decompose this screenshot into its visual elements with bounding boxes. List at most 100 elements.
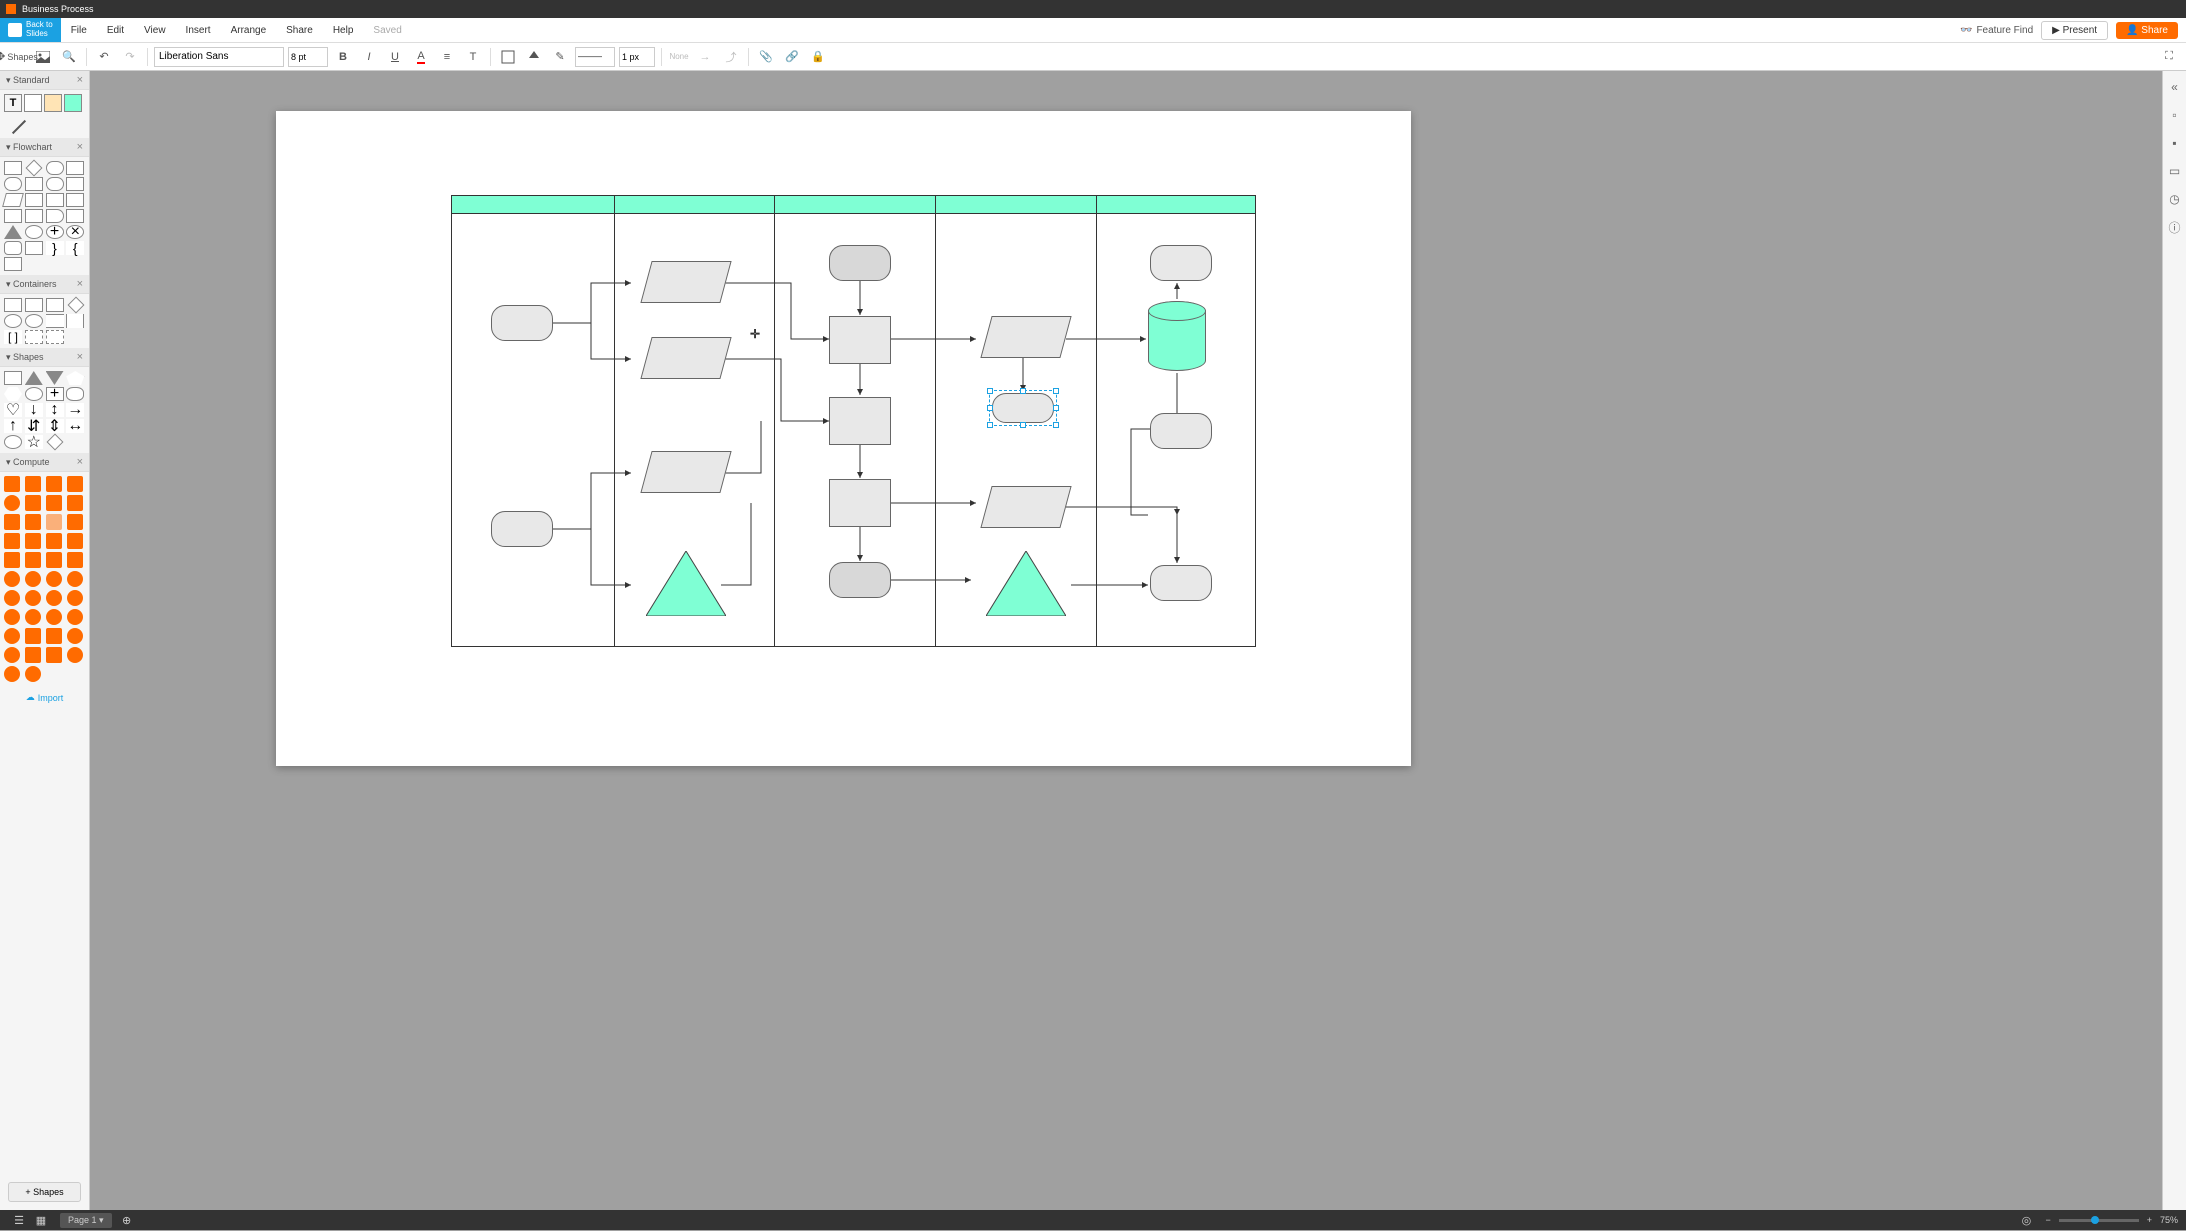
flowchart-node[interactable] — [980, 316, 1071, 358]
shape-item[interactable] — [25, 371, 43, 385]
attachment-button[interactable]: 📎 — [755, 46, 777, 68]
shape-item[interactable] — [25, 552, 41, 568]
text-tool[interactable]: T — [4, 94, 22, 112]
share-button[interactable]: 👤 Share — [2116, 22, 2178, 39]
panel-icon[interactable]: ▪ — [2167, 135, 2183, 151]
shape-item[interactable] — [25, 225, 43, 239]
shape-item[interactable] — [46, 177, 64, 191]
flowchart-node[interactable] — [829, 316, 891, 364]
add-page-button[interactable]: ⊕ — [116, 1209, 138, 1231]
collapse-icon[interactable]: « — [2167, 79, 2183, 95]
shape-item[interactable] — [66, 209, 84, 223]
shape-item[interactable] — [4, 314, 22, 328]
present-button[interactable]: ▶ Present — [2041, 21, 2108, 40]
align-button[interactable]: ≡ — [436, 46, 458, 68]
undo-button[interactable]: ↶ — [93, 46, 115, 68]
shape-item[interactable] — [46, 533, 62, 549]
shape-item[interactable]: ↓ — [25, 403, 43, 417]
flowchart-node[interactable] — [986, 551, 1066, 616]
shape-item[interactable] — [25, 177, 43, 191]
history-icon[interactable]: ◷ — [2167, 191, 2183, 207]
flowchart-node[interactable] — [1150, 413, 1212, 449]
shape-item[interactable] — [67, 552, 83, 568]
shape-item[interactable] — [2, 193, 24, 207]
menu-arrange[interactable]: Arrange — [221, 25, 277, 36]
page-icon[interactable]: ▫ — [2167, 107, 2183, 123]
shape-item[interactable] — [46, 330, 64, 344]
shape-item[interactable]: ♡ — [4, 403, 22, 417]
flowchart-node[interactable] — [829, 245, 891, 281]
menu-edit[interactable]: Edit — [97, 25, 134, 36]
flowchart-node[interactable] — [829, 397, 891, 445]
shape-item[interactable] — [4, 609, 20, 625]
list-view-icon[interactable]: ☰ — [8, 1209, 30, 1231]
menu-insert[interactable]: Insert — [176, 25, 221, 36]
line-tool[interactable] — [12, 120, 26, 134]
shape-item[interactable] — [46, 314, 64, 328]
shape-item[interactable] — [4, 161, 22, 175]
shape-item[interactable] — [25, 387, 43, 401]
shape-item[interactable]: + — [46, 225, 64, 239]
close-icon[interactable]: × — [77, 141, 83, 153]
feature-find-button[interactable]: 👓 Feature Find — [1960, 25, 2033, 36]
font-size-select[interactable] — [288, 47, 328, 67]
shape-item[interactable]: ☆ — [25, 435, 43, 449]
back-to-slides-button[interactable]: Back to Slides — [0, 18, 61, 42]
shape-item[interactable]: ↑ — [4, 419, 22, 433]
shape-item[interactable] — [66, 193, 84, 207]
underline-button[interactable]: U — [384, 46, 406, 68]
shape-item[interactable] — [46, 476, 62, 492]
shape-item[interactable] — [4, 257, 22, 271]
shape-item[interactable]: } — [46, 241, 64, 255]
shape-item[interactable] — [46, 514, 62, 530]
shape-item[interactable] — [67, 533, 83, 549]
redo-button[interactable]: ↷ — [119, 46, 141, 68]
menu-share[interactable]: Share — [276, 25, 323, 36]
flowchart-node[interactable] — [1150, 565, 1212, 601]
shape-item[interactable] — [25, 628, 41, 644]
shape-item[interactable] — [4, 590, 20, 606]
shape-item[interactable] — [4, 298, 22, 312]
panel-header-flowchart[interactable]: ▾ Flowchart × — [0, 138, 89, 157]
shape-item[interactable] — [25, 609, 41, 625]
shape-item[interactable] — [67, 609, 83, 625]
shape-item[interactable]: { — [66, 241, 84, 255]
shape-item[interactable] — [67, 495, 83, 511]
note-tool[interactable] — [44, 94, 62, 112]
close-icon[interactable]: × — [77, 351, 83, 363]
shape-item[interactable] — [25, 314, 43, 328]
shape-item[interactable] — [4, 476, 20, 492]
font-select[interactable] — [154, 47, 284, 67]
flowchart-node[interactable] — [992, 393, 1054, 423]
shape-item[interactable] — [46, 495, 62, 511]
shape-item[interactable] — [4, 495, 20, 511]
shape-item[interactable] — [67, 297, 84, 314]
rect-tool[interactable] — [24, 94, 42, 112]
link-button[interactable]: 🔗 — [781, 46, 803, 68]
close-icon[interactable]: × — [77, 74, 83, 86]
shape-item[interactable] — [66, 387, 84, 401]
shape-item[interactable] — [4, 514, 20, 530]
shape-item[interactable] — [4, 225, 22, 239]
target-icon[interactable]: ◎ — [2015, 1209, 2037, 1231]
shape-item[interactable] — [25, 666, 41, 682]
shape-item[interactable] — [46, 371, 64, 385]
panel-header-compute[interactable]: ▾ Compute × — [0, 453, 89, 472]
menu-file[interactable]: File — [61, 25, 97, 36]
shape-item[interactable] — [46, 552, 62, 568]
shape-item[interactable]: ⇕ — [46, 419, 64, 433]
flowchart-node[interactable] — [640, 337, 731, 379]
shape-item[interactable] — [25, 193, 43, 207]
flowchart-node[interactable] — [980, 486, 1071, 528]
shape-item[interactable]: + — [46, 387, 64, 401]
flowchart-node[interactable] — [1148, 301, 1206, 371]
shape-item[interactable] — [46, 609, 62, 625]
arrow-start-select[interactable]: None — [668, 46, 690, 68]
shape-item[interactable] — [25, 495, 41, 511]
close-icon[interactable]: × — [77, 278, 83, 290]
search-icon[interactable]: 🔍 — [58, 46, 80, 68]
comments-icon[interactable]: ▭ — [2167, 163, 2183, 179]
line-routing-button[interactable]: ⤴ — [720, 46, 742, 68]
shape-item[interactable]: ↔ — [66, 419, 84, 433]
shape-item[interactable] — [4, 371, 22, 385]
